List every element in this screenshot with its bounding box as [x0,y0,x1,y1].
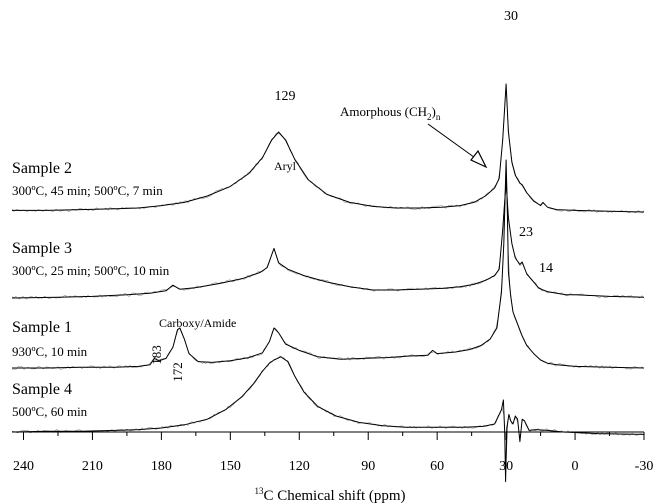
series-label-sample-4: Sample 4 [12,381,72,398]
annotation-peak-14: 14 [539,261,553,276]
series-condition-sample-4: 500ºC, 60 min [12,404,88,419]
series-label-sample-2: Sample 2 [12,160,72,177]
series-condition-sample-1: 930ºC, 10 min [12,344,88,359]
noise-sample-4 [11,355,645,465]
series-label-sample-3: Sample 3 [12,240,72,257]
series-condition-sample-2: 300ºC, 45 min; 500ºC, 7 min [12,183,163,198]
amorphous-arrow-head [470,149,488,169]
x-tick-label-240: 240 [13,459,34,474]
x-tick-label-90: 90 [361,459,375,474]
annotation-carboxy-amide: Carboxy/Amide [159,316,236,330]
spectrum-line-sample-2 [12,83,645,213]
spectrum-line-sample-1 [12,159,645,369]
annotation-aryl: Aryl [274,159,297,173]
x-tick-label--30: -30 [635,459,654,474]
annotation-amorphous-text: Amorphous (CH [340,104,427,119]
x-axis-ticks: 240 210 180 150 120 90 60 30 0 -30 [13,432,653,474]
x-tick-label-0: 0 [572,459,579,474]
annotation-peak-183: 183 [149,345,164,365]
spectrum-line-sample-4 [11,356,645,483]
annotation-peak-23: 23 [519,225,533,240]
x-tick-label-30: 30 [499,459,513,474]
noise-sample-3 [11,183,645,300]
annotation-peak-172: 172 [170,362,185,382]
annotation-amorphous-n: n [436,112,441,122]
annotation-amorphous: Amorphous (CH2)n [340,104,441,122]
annotation-amorphous-sub: 2 [427,112,432,122]
x-axis-label: 13C Chemical shift (ppm) [254,486,405,504]
spectra-traces [11,83,645,483]
x-tick-label-210: 210 [82,459,103,474]
x-tick-label-180: 180 [151,459,172,474]
noise-sample-1 [11,162,645,370]
series-label-sample-1: Sample 1 [12,319,72,336]
annotation-peak-30: 30 [504,9,518,24]
annotation-peak-129: 129 [275,89,296,104]
x-axis-label-text: C Chemical shift (ppm) [263,488,405,504]
x-tick-label-120: 120 [289,459,310,474]
annotation-amorphous-close: ) [432,104,436,119]
x-tick-label-60: 60 [430,459,444,474]
amorphous-arrow-line [427,123,479,161]
series-condition-sample-3: 300ºC, 25 min; 500ºC, 10 min [12,263,170,278]
x-tick-label-150: 150 [220,459,241,474]
x-axis-label-superscript: 13 [254,486,264,496]
baseline-noise [11,84,645,465]
noise-sample-2 [11,84,645,214]
